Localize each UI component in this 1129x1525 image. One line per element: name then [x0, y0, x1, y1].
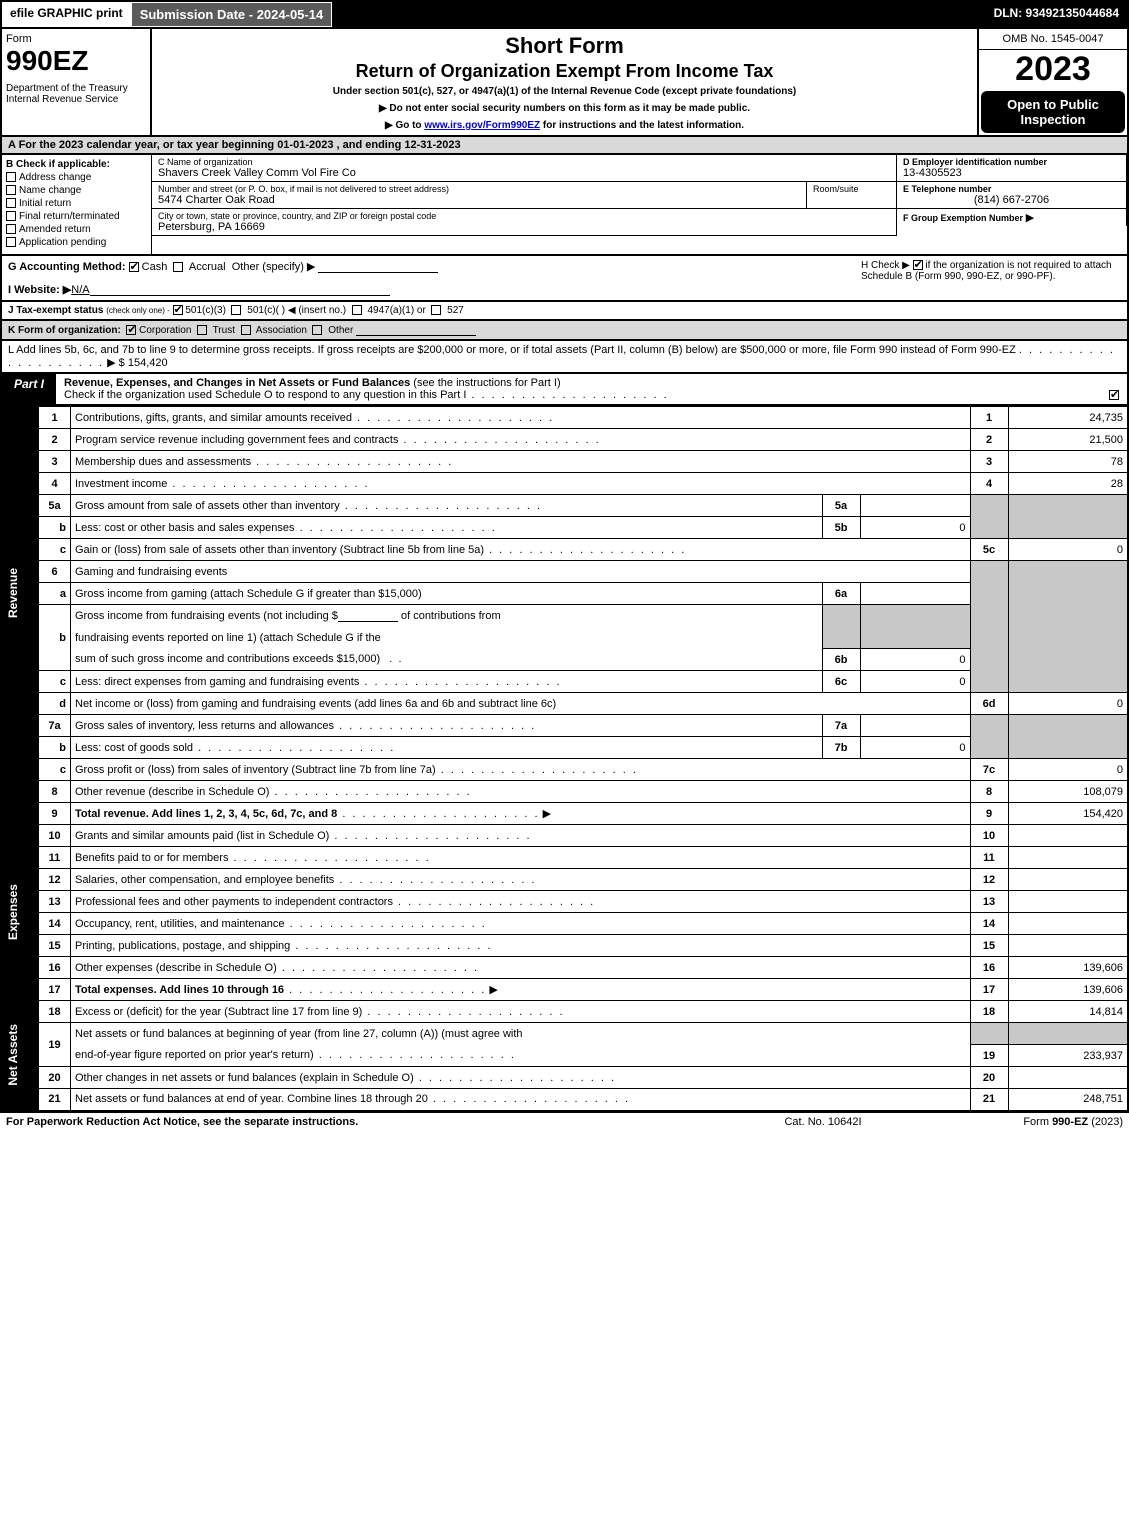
dln: DLN: 93492135044684 — [986, 2, 1127, 27]
line-10: Expenses 10 Grants and similar amounts p… — [1, 825, 1128, 847]
line-4: 4 Investment income 4 28 — [1, 473, 1128, 495]
line-16: 16 Other expenses (describe in Schedule … — [1, 957, 1128, 979]
header-mid: Short Form Return of Organization Exempt… — [152, 29, 977, 135]
header-right: OMB No. 1545-0047 2023 Open to Public In… — [977, 29, 1127, 135]
ein: D Employer identification number 13-4305… — [897, 155, 1127, 182]
line-7b: b Less: cost of goods sold 7b 0 — [1, 737, 1128, 759]
line-6b-1: b Gross income from fundraising events (… — [1, 605, 1128, 627]
line-6b-3: sum of such gross income and contributio… — [1, 649, 1128, 671]
efile-label: efile GRAPHIC print — [2, 2, 131, 27]
row-a-calendar-year: A For the 2023 calendar year, or tax yea… — [0, 137, 1129, 155]
org-name: C Name of organization Shavers Creek Val… — [152, 155, 897, 182]
line-9: 9 Total revenue. Add lines 1, 2, 3, 4, 5… — [1, 803, 1128, 825]
line-15: 15 Printing, publications, postage, and … — [1, 935, 1128, 957]
line-14: 14 Occupancy, rent, utilities, and maint… — [1, 913, 1128, 935]
chk-cash — [129, 262, 139, 272]
omb-number: OMB No. 1545-0047 — [979, 29, 1127, 50]
row-j-tax-exempt: J Tax-exempt status (check only one) - 5… — [0, 302, 1129, 321]
row-gh: G Accounting Method: Cash Accrual Other … — [0, 256, 1129, 302]
open-to-public: Open to Public Inspection — [981, 91, 1125, 133]
chk-4947 — [352, 305, 362, 315]
chk-application-pending: Application pending — [6, 237, 147, 248]
org-street: Number and street (or P. O. box, if mail… — [152, 182, 807, 209]
chk-schedule-b — [913, 260, 923, 270]
col-def: D Employer identification number 13-4305… — [897, 155, 1127, 254]
chk-accrual — [173, 262, 183, 272]
group-exemption: F Group Exemption Number ▶ — [897, 209, 1127, 226]
top-bar: efile GRAPHIC print Submission Date - 20… — [0, 0, 1129, 29]
line-18: Net Assets 18 Excess or (deficit) for th… — [1, 1001, 1128, 1023]
chk-initial-return: Initial return — [6, 198, 147, 209]
row-k-form-of-org: K Form of organization: Corporation Trus… — [0, 321, 1129, 341]
title-return: Return of Organization Exempt From Incom… — [156, 61, 973, 82]
submission-date: Submission Date - 2024-05-14 — [131, 2, 333, 27]
header-left: Form 990EZ Department of the Treasury In… — [2, 29, 152, 135]
footer-formref: Form 990-EZ (2023) — [923, 1116, 1123, 1128]
col-c: C Name of organization Shavers Creek Val… — [152, 155, 1127, 254]
instr-ssn: ▶ Do not enter social security numbers o… — [156, 103, 973, 114]
line-6: 6 Gaming and fundraising events — [1, 561, 1128, 583]
website: I Website: ▶N/A — [8, 283, 861, 296]
chk-address-change: Address change — [6, 172, 147, 183]
part1-header: Part I Revenue, Expenses, and Changes in… — [0, 374, 1129, 406]
line-2: 2 Program service revenue including gove… — [1, 429, 1128, 451]
department: Department of the Treasury Internal Reve… — [6, 83, 146, 105]
line-12: 12 Salaries, other compensation, and emp… — [1, 869, 1128, 891]
line-5b: b Less: cost or other basis and sales ex… — [1, 517, 1128, 539]
line-11: 11 Benefits paid to or for members 11 — [1, 847, 1128, 869]
line-19-2: end-of-year figure reported on prior yea… — [1, 1045, 1128, 1067]
chk-trust — [197, 325, 207, 335]
line-7c: c Gross profit or (loss) from sales of i… — [1, 759, 1128, 781]
line-20: 20 Other changes in net assets or fund b… — [1, 1067, 1128, 1089]
footer-catno: Cat. No. 10642I — [723, 1116, 923, 1128]
vlabel-expenses: Expenses — [1, 825, 39, 1001]
line-8: 8 Other revenue (describe in Schedule O)… — [1, 781, 1128, 803]
part1-tag: Part I — [2, 374, 56, 404]
line-5a: 5a Gross amount from sale of assets othe… — [1, 495, 1128, 517]
chk-corporation — [126, 325, 136, 335]
line-5c: c Gain or (loss) from sale of assets oth… — [1, 539, 1128, 561]
vlabel-revenue: Revenue — [1, 407, 39, 781]
tax-year: 2023 — [979, 50, 1127, 89]
part1-title: Revenue, Expenses, and Changes in Net As… — [56, 374, 1127, 404]
org-room: Room/suite — [807, 182, 897, 209]
line-1: Revenue 1 Contributions, gifts, grants, … — [1, 407, 1128, 429]
line-6a: a Gross income from gaming (attach Sched… — [1, 583, 1128, 605]
line-19-1: 19 Net assets or fund balances at beginn… — [1, 1023, 1128, 1045]
chk-501c — [231, 305, 241, 315]
chk-other-org — [312, 325, 322, 335]
chk-association — [241, 325, 251, 335]
instr-goto: ▶ Go to www.irs.gov/Form990EZ for instru… — [156, 120, 973, 131]
chk-name-change: Name change — [6, 185, 147, 196]
row-l-gross-receipts: L Add lines 5b, 6c, and 7b to line 9 to … — [0, 341, 1129, 374]
irs-link[interactable]: www.irs.gov/Form990EZ — [424, 120, 540, 131]
chk-final-return: Final return/terminated — [6, 211, 147, 222]
title-short-form: Short Form — [156, 33, 973, 59]
org-city: City or town, state or province, country… — [152, 209, 897, 236]
telephone: E Telephone number (814) 667-2706 — [897, 182, 1127, 209]
line-3: 3 Membership dues and assessments 3 78 — [1, 451, 1128, 473]
chk-527 — [431, 305, 441, 315]
chk-amended-return: Amended return — [6, 224, 147, 235]
footer-paperwork: For Paperwork Reduction Act Notice, see … — [6, 1116, 723, 1128]
line-21: 21 Net assets or fund balances at end of… — [1, 1089, 1128, 1111]
chk-501c3 — [173, 305, 183, 315]
form-header: Form 990EZ Department of the Treasury In… — [0, 29, 1129, 137]
line-6c: c Less: direct expenses from gaming and … — [1, 671, 1128, 693]
part1-table: Revenue 1 Contributions, gifts, grants, … — [0, 406, 1129, 1112]
h-schedule-b: H Check ▶ if the organization is not req… — [861, 260, 1121, 296]
under-section: Under section 501(c), 527, or 4947(a)(1)… — [156, 86, 973, 97]
line-17: 17 Total expenses. Add lines 10 through … — [1, 979, 1128, 1001]
accounting-method: G Accounting Method: Cash Accrual Other … — [8, 260, 861, 273]
section-bcdef: B Check if applicable: Address change Na… — [0, 155, 1129, 256]
line-6d: d Net income or (loss) from gaming and f… — [1, 693, 1128, 715]
vlabel-net-assets: Net Assets — [1, 1001, 39, 1111]
form-word: Form — [6, 33, 146, 45]
footer: For Paperwork Reduction Act Notice, see … — [0, 1112, 1129, 1131]
form-number: 990EZ — [6, 45, 146, 77]
col-b: B Check if applicable: Address change Na… — [2, 155, 152, 254]
line-13: 13 Professional fees and other payments … — [1, 891, 1128, 913]
chk-schedule-o — [1109, 390, 1119, 400]
line-7a: 7a Gross sales of inventory, less return… — [1, 715, 1128, 737]
